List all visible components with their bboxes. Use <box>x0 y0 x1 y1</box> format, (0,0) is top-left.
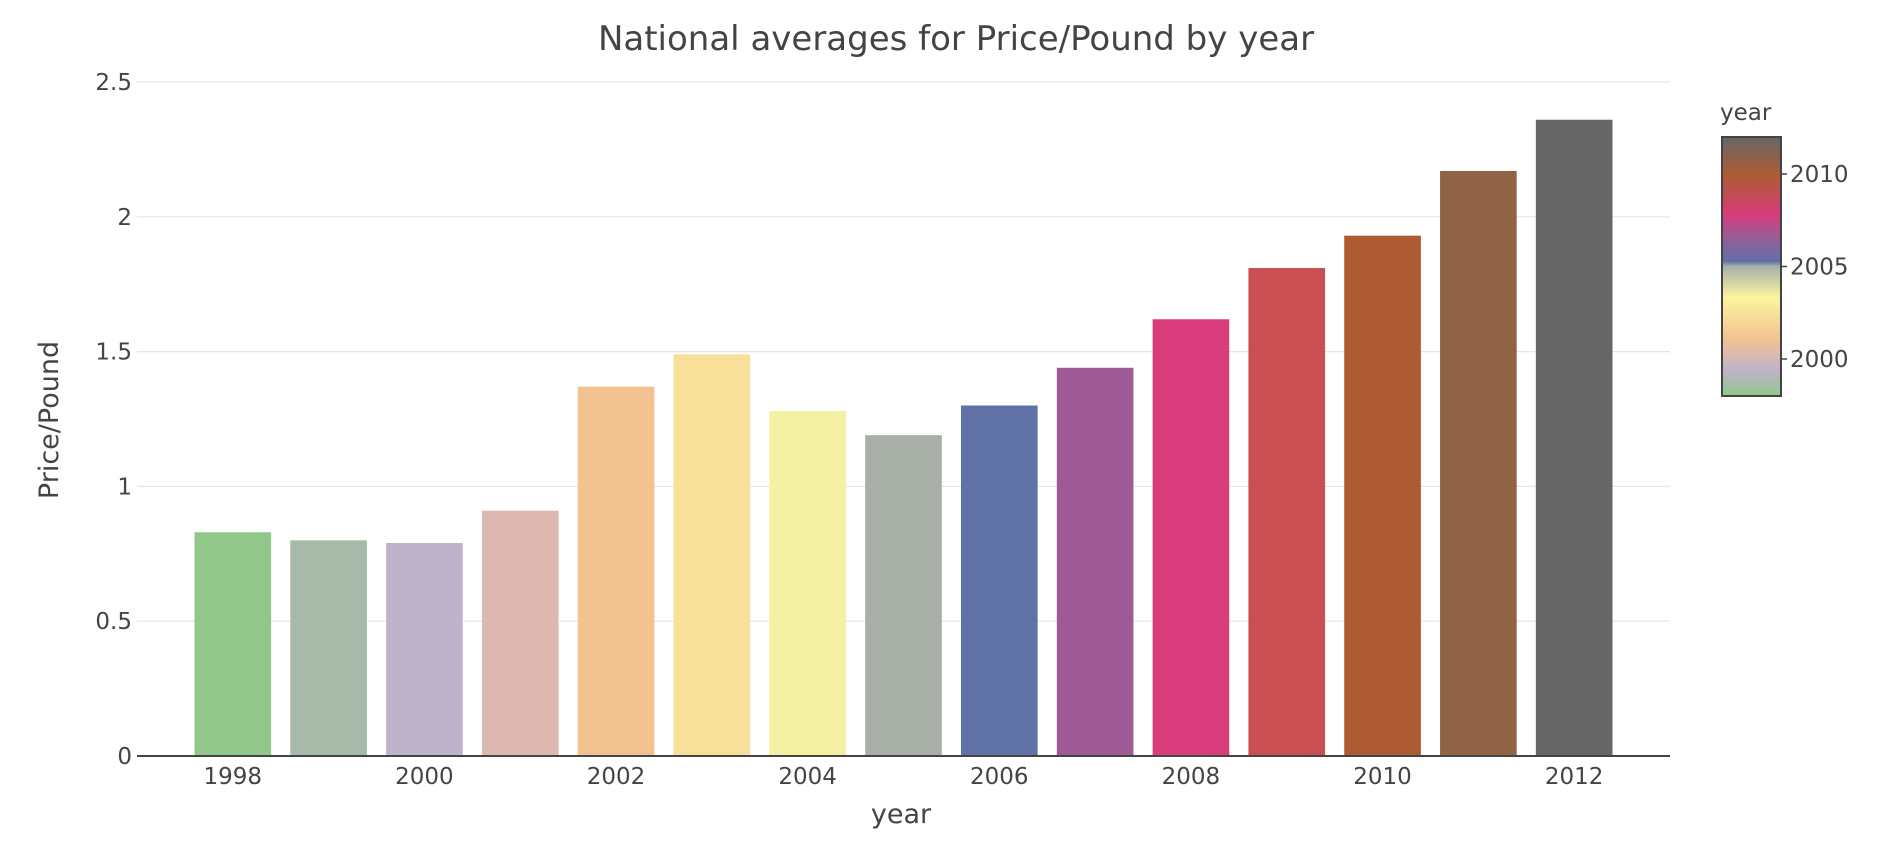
bar[interactable] <box>960 405 1038 756</box>
y-tick-label: 2 <box>117 205 132 231</box>
x-axis-title: year <box>871 799 932 830</box>
x-tick-label: 2008 <box>1162 764 1221 790</box>
colorbar-tick-label: 2000 <box>1790 347 1849 373</box>
y-tick-label: 2.5 <box>95 70 132 96</box>
y-tick-label: 1.5 <box>95 340 132 366</box>
y-axis-title: Price/Pound <box>34 341 65 499</box>
bar[interactable] <box>386 543 463 756</box>
x-tick-label: 2006 <box>970 764 1029 790</box>
chart-title: National averages for Price/Pound by yea… <box>598 19 1314 59</box>
colorbar: year 2000 2005 2010 <box>1720 100 1849 397</box>
y-tick-label: 0.5 <box>95 609 132 635</box>
bar[interactable] <box>194 532 272 756</box>
bar[interactable] <box>1344 235 1421 756</box>
bar[interactable] <box>577 386 655 756</box>
bar[interactable] <box>865 435 942 756</box>
bar[interactable] <box>481 510 559 756</box>
bar[interactable] <box>290 540 367 756</box>
bar[interactable] <box>1248 268 1326 756</box>
colorbar-tick-label: 2005 <box>1790 255 1849 281</box>
colorbar-tick-label: 2010 <box>1790 162 1849 188</box>
bar[interactable] <box>769 410 847 756</box>
bar[interactable] <box>673 354 751 756</box>
colorbar-gradient <box>1721 136 1782 397</box>
x-tick-label: 2010 <box>1353 764 1412 790</box>
x-tick-label: 2012 <box>1545 764 1604 790</box>
bar[interactable] <box>1152 319 1230 756</box>
bar[interactable] <box>1535 119 1613 756</box>
bars <box>194 119 1613 756</box>
x-tick-label: 1998 <box>204 764 263 790</box>
bar[interactable] <box>1056 367 1134 756</box>
x-tick-label: 2000 <box>395 764 454 790</box>
colorbar-title: year <box>1720 100 1772 126</box>
axes: 0 0.5 1 1.5 2 2.5 1998 2000 2002 2004 2006 2008 2010… <box>95 70 1670 790</box>
bar[interactable] <box>1440 170 1517 756</box>
y-tick-label: 0 <box>117 744 132 770</box>
y-tick-label: 1 <box>117 474 132 500</box>
x-tick-label: 2004 <box>778 764 837 790</box>
x-tick-label: 2002 <box>587 764 646 790</box>
